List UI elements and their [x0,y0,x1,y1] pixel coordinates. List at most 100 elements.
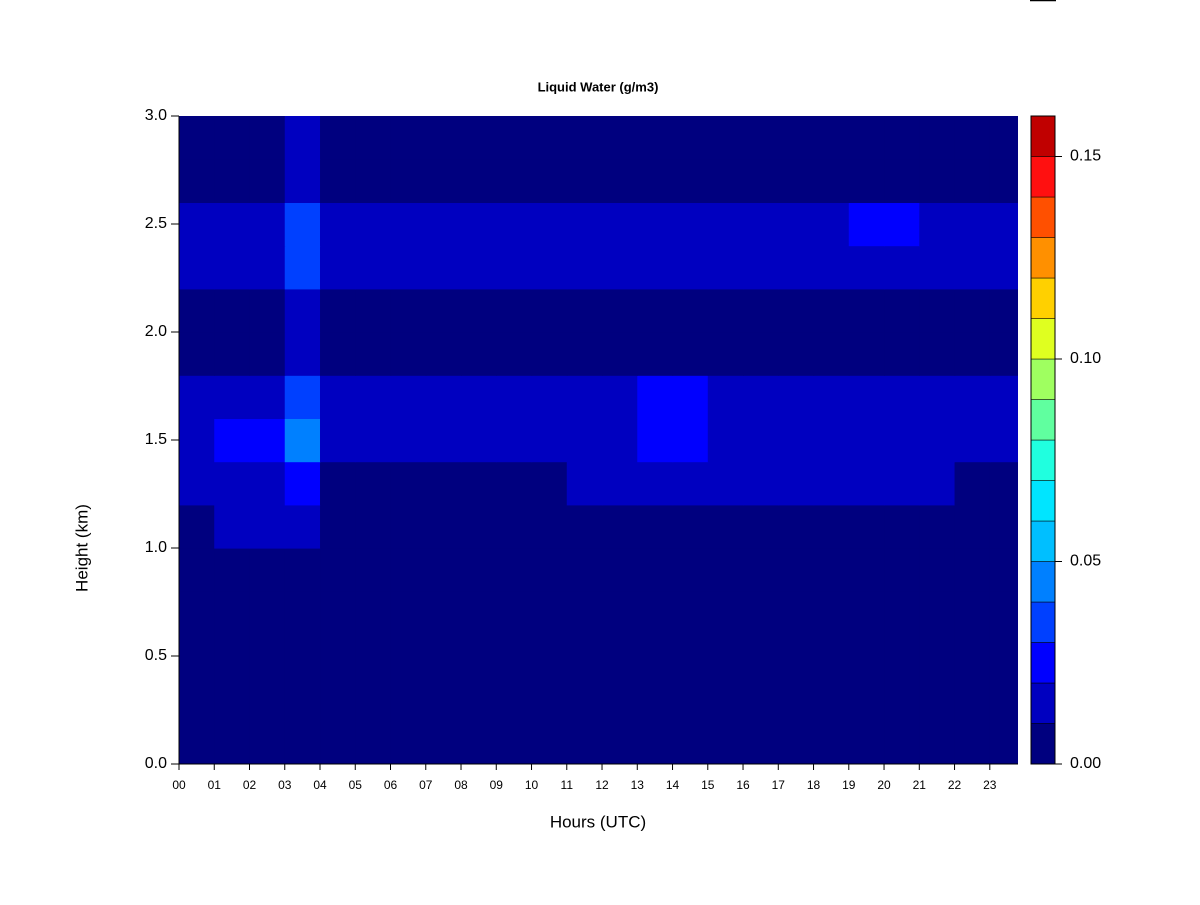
heatmap-cell [884,504,920,549]
colorbar-frame [1030,115,1056,765]
y-tick-label: 0.0 [145,755,167,772]
heatmap-cell [743,245,779,290]
heatmap [179,116,1018,764]
x-tick-label: 16 [736,778,750,792]
heatmap-cell [214,677,251,722]
heatmap-cell [848,375,885,419]
heatmap-cell [743,461,779,506]
heatmap-cell [390,332,427,376]
heatmap-cell [813,288,850,333]
heatmap-cell [813,332,850,376]
y-tick-label: 3.0 [145,107,167,124]
heatmap-cell [214,634,251,679]
heatmap-cell [390,634,427,679]
x-tick-label: 19 [842,778,856,792]
heatmap-cell [566,504,603,549]
heatmap-cell [602,332,638,376]
heatmap-cell [884,116,920,160]
heatmap-cell [179,116,215,160]
heatmap-cell [284,245,321,290]
heatmap-cell [425,245,462,290]
colorbar-segment [1030,156,1056,198]
heatmap-cell [179,677,215,722]
heatmap-cell [531,677,568,722]
heatmap-cell [320,202,356,247]
colorbar-segment [1030,682,1056,724]
heatmap-cell [320,332,356,376]
heatmap-cell [602,245,638,290]
heatmap-cell [989,245,1018,290]
heatmap-cell [284,375,321,419]
heatmap-cell [778,677,815,722]
heatmap-cell [496,720,533,764]
heatmap-cell [672,504,709,549]
heatmap-cell [637,159,674,203]
heatmap-cell [390,202,427,247]
heatmap-cell [637,461,674,506]
heatmap-cell [989,720,1018,764]
heatmap-cell [778,332,815,376]
heatmap-cell [919,159,956,203]
heatmap-cell [355,288,392,333]
heatmap-cell [531,548,568,592]
heatmap-cell [989,159,1018,203]
heatmap-cell [989,504,1018,549]
heatmap-cell [848,288,885,333]
colorbar-tick-label: 0.15 [1070,148,1101,165]
heatmap-cell [637,418,674,463]
heatmap-cell [672,116,709,160]
heatmap-cell [989,461,1018,506]
heatmap-cell [531,202,568,247]
heatmap-cell [284,504,321,549]
heatmap-cell [778,634,815,679]
heatmap-cell [355,245,392,290]
x-tick-label: 12 [595,778,609,792]
heatmap-cell [249,202,286,247]
heatmap-cell [531,634,568,679]
heatmap-cell [249,548,286,592]
heatmap-cell [496,634,533,679]
heatmap-cell [566,418,603,463]
colorbar-segment [1030,723,1056,765]
heatmap-cell [214,332,251,376]
heatmap-cell [813,504,850,549]
heatmap-cell [284,677,321,722]
heatmap-cell [743,591,779,635]
heatmap-cell [461,116,497,160]
heatmap-cell [672,461,709,506]
heatmap-cell [214,418,251,463]
y-tick-label: 2.5 [145,215,167,232]
heatmap-cell [320,548,356,592]
heatmap-cell [848,159,885,203]
heatmap-cell [425,591,462,635]
heatmap-cell [249,504,286,549]
heatmap-cell [954,461,991,506]
heatmap-cell [566,332,603,376]
heatmap-cell [707,332,744,376]
heatmap-cell [602,116,638,160]
heatmap-cell [531,375,568,419]
heatmap-cell [179,504,215,549]
heatmap-cell [707,548,744,592]
x-tick-label: 17 [772,778,786,792]
heatmap-cell [672,159,709,203]
heatmap-cell [884,159,920,203]
colorbar-segment [1030,115,1056,157]
heatmap-cell [461,159,497,203]
heatmap-cell [390,591,427,635]
colorbar-segment [1030,439,1056,481]
heatmap-cell [707,116,744,160]
heatmap-cell [425,548,462,592]
heatmap-cell [496,375,533,419]
heatmap-cell [884,591,920,635]
heatmap-cell [919,418,956,463]
heatmap-cell [919,461,956,506]
heatmap-cell [778,548,815,592]
heatmap-cell [531,591,568,635]
heatmap-cell [919,548,956,592]
heatmap-cell [214,202,251,247]
heatmap-cell [707,677,744,722]
heatmap-cell [355,548,392,592]
heatmap-cell [778,288,815,333]
heatmap-cell [390,720,427,764]
